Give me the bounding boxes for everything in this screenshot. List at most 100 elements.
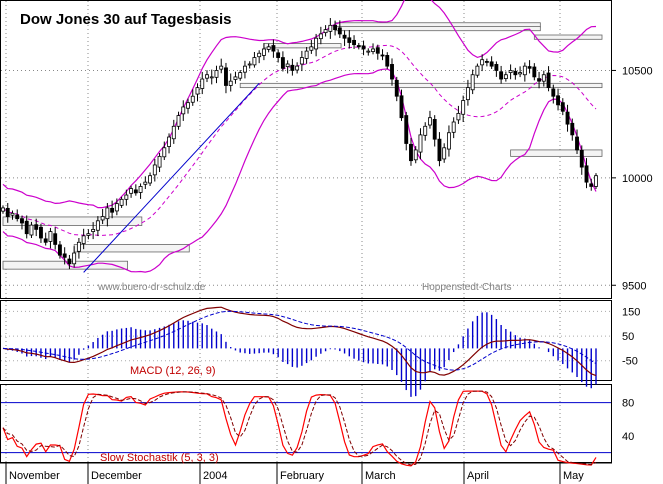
- candle-body: [167, 136, 171, 147]
- candle-body: [470, 74, 475, 91]
- sr-box: [263, 43, 342, 49]
- candle-body: [219, 65, 224, 70]
- candle-body: [81, 235, 86, 244]
- candle-body: [347, 37, 352, 43]
- candle-body: [110, 207, 115, 213]
- support-resistance-boxes: [2, 22, 603, 270]
- candle-body: [124, 194, 129, 200]
- candle-body: [228, 80, 233, 86]
- candle-body: [390, 64, 394, 80]
- candle-body: [271, 45, 276, 52]
- candle-body: [290, 64, 295, 71]
- candle-body: [409, 143, 413, 162]
- candle-body: [309, 46, 314, 51]
- candle-body: [20, 218, 24, 224]
- candle-body: [91, 229, 96, 232]
- candle-body: [261, 48, 266, 56]
- candle-body: [451, 121, 456, 133]
- candle-body: [247, 63, 252, 66]
- macd-line: [2, 306, 597, 377]
- candle-body: [304, 50, 309, 59]
- bollinger-middle: [2, 44, 597, 236]
- stoch-k-line: [2, 390, 597, 467]
- candle-body: [584, 165, 589, 183]
- candle-body: [162, 147, 167, 158]
- candle-body: [432, 119, 437, 140]
- sr-box: [334, 26, 541, 32]
- candle-body: [323, 29, 328, 34]
- sr-box: [2, 260, 128, 270]
- x-tick-label: 2004: [203, 470, 227, 482]
- candle-body: [465, 87, 470, 101]
- macd-signal-line: [2, 310, 597, 371]
- candle-body: [518, 72, 523, 75]
- candle-body: [57, 244, 62, 256]
- candle-body: [375, 47, 380, 54]
- candle-body: [1, 207, 5, 212]
- candle-body: [361, 45, 366, 50]
- watermark-left: www.buero-dr-schulz.de: [97, 282, 206, 293]
- candle-body: [214, 70, 219, 78]
- candle-body: [399, 95, 404, 119]
- watermark-right: Hoppenstedt-Charts: [422, 282, 512, 293]
- candle-body: [333, 24, 338, 31]
- candle-body: [53, 233, 58, 245]
- candle-body: [276, 52, 281, 58]
- candle-body: [238, 72, 243, 79]
- candle-body: [366, 50, 371, 53]
- candle-body: [499, 71, 504, 80]
- candle-body: [570, 122, 575, 136]
- candle-body: [143, 181, 148, 185]
- stoch-tick-label: 80: [622, 398, 634, 410]
- trendline-layer: [83, 82, 260, 273]
- macd-tick-label: -50: [622, 356, 638, 368]
- candle-body: [200, 78, 205, 89]
- candle-body: [114, 203, 119, 212]
- x-tick-label: December: [91, 470, 142, 482]
- candle-body: [119, 198, 124, 206]
- candle-body: [280, 57, 285, 69]
- candle-body: [252, 57, 257, 66]
- candle-body: [352, 39, 356, 46]
- candlesticks: [1, 18, 598, 270]
- candle-body: [181, 106, 186, 115]
- candle-body: [560, 102, 565, 112]
- trendline: [83, 82, 260, 273]
- stoch-tick-label: 40: [622, 431, 634, 443]
- candle-body: [380, 54, 385, 57]
- candle-body: [480, 59, 485, 66]
- candle-body: [152, 164, 157, 176]
- candle-body: [29, 224, 34, 236]
- candle-body: [24, 220, 29, 235]
- candle-body: [257, 52, 262, 58]
- candle-body: [413, 149, 418, 161]
- candle-body: [503, 74, 508, 80]
- candle-body: [489, 61, 494, 67]
- candle-body: [34, 224, 39, 230]
- candle-body: [546, 72, 551, 89]
- candle-body: [15, 214, 20, 220]
- candle-body: [328, 24, 333, 32]
- candle-body: [494, 64, 499, 71]
- stoch-label: Slow Stochastik (5, 3, 3): [100, 452, 219, 464]
- candle-body: [171, 125, 176, 140]
- candle-body: [72, 252, 77, 265]
- candle-body: [461, 100, 466, 115]
- candle-body: [522, 65, 527, 76]
- candle-body: [342, 34, 347, 39]
- candle-body: [295, 65, 300, 71]
- candle-body: [541, 74, 546, 82]
- candle-body: [209, 76, 214, 79]
- candle-body: [579, 149, 584, 168]
- candle-body: [475, 65, 480, 76]
- candle-body: [594, 175, 598, 187]
- candle-body: [385, 55, 390, 67]
- candle-body: [575, 136, 579, 151]
- candle-body: [532, 66, 537, 78]
- candle-body: [195, 87, 200, 95]
- candle-body: [233, 76, 238, 80]
- macd-layer: [2, 306, 597, 397]
- candle-body: [314, 37, 319, 50]
- candle-body: [43, 238, 48, 243]
